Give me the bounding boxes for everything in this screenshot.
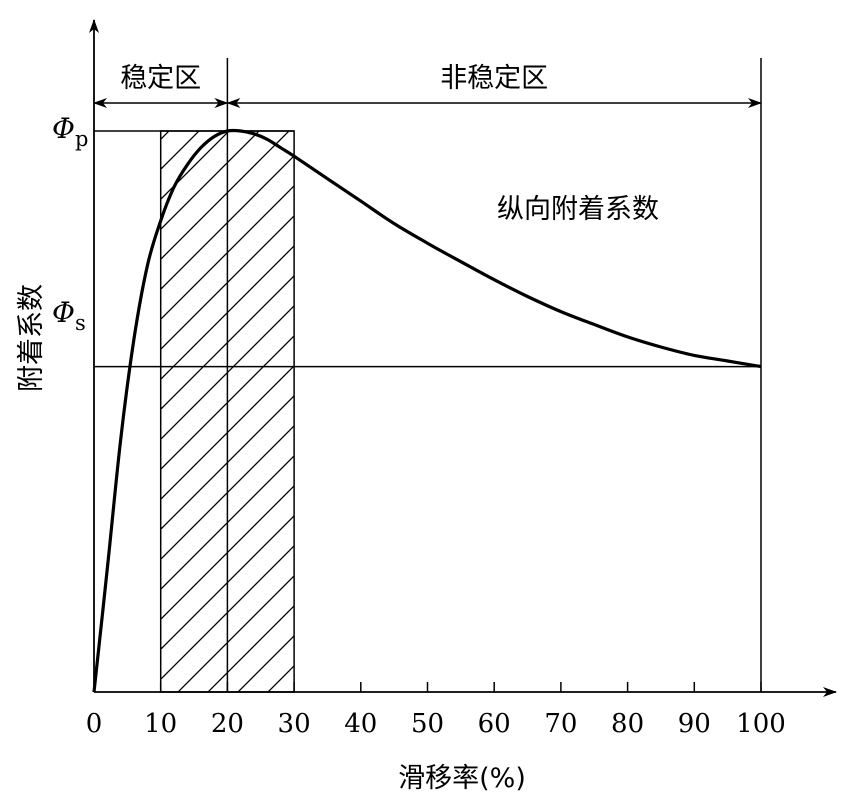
phi-p-label: Φp [52, 112, 88, 151]
phi-p-symbol: Φ [52, 112, 75, 145]
phi-s-subscript: s [75, 311, 86, 335]
series-line-longitudinal-adhesion [92, 128, 762, 693]
x-tick-label: 70 [544, 709, 577, 739]
x-tick-label: 100 [736, 709, 786, 739]
x-tick-label: 30 [278, 709, 311, 739]
x-tick-group: 0 10 20 30 40 50 60 70 80 90 100 [86, 682, 786, 739]
y-axis-title: 附着系数 [16, 284, 47, 392]
curve-annotation: 纵向附着系数 [497, 194, 659, 225]
x-tick-label: 0 [86, 709, 103, 739]
x-tick-label: 50 [411, 709, 444, 739]
region-label-unstable: 非稳定区 [440, 63, 548, 94]
x-tick-label: 80 [611, 709, 644, 739]
phi-p-subscript: p [75, 127, 88, 151]
x-tick-label: 40 [344, 709, 377, 739]
x-axis-title: 滑移率(%) [398, 763, 526, 794]
x-tick-label: 60 [478, 709, 511, 739]
phi-s-label: Φs [52, 296, 86, 335]
region-label-stable: 稳定区 [120, 63, 201, 94]
x-tick-label: 90 [678, 709, 711, 739]
x-tick-label: 10 [144, 709, 177, 739]
x-tick-label: 20 [211, 709, 244, 739]
phi-s-symbol: Φ [52, 296, 75, 329]
